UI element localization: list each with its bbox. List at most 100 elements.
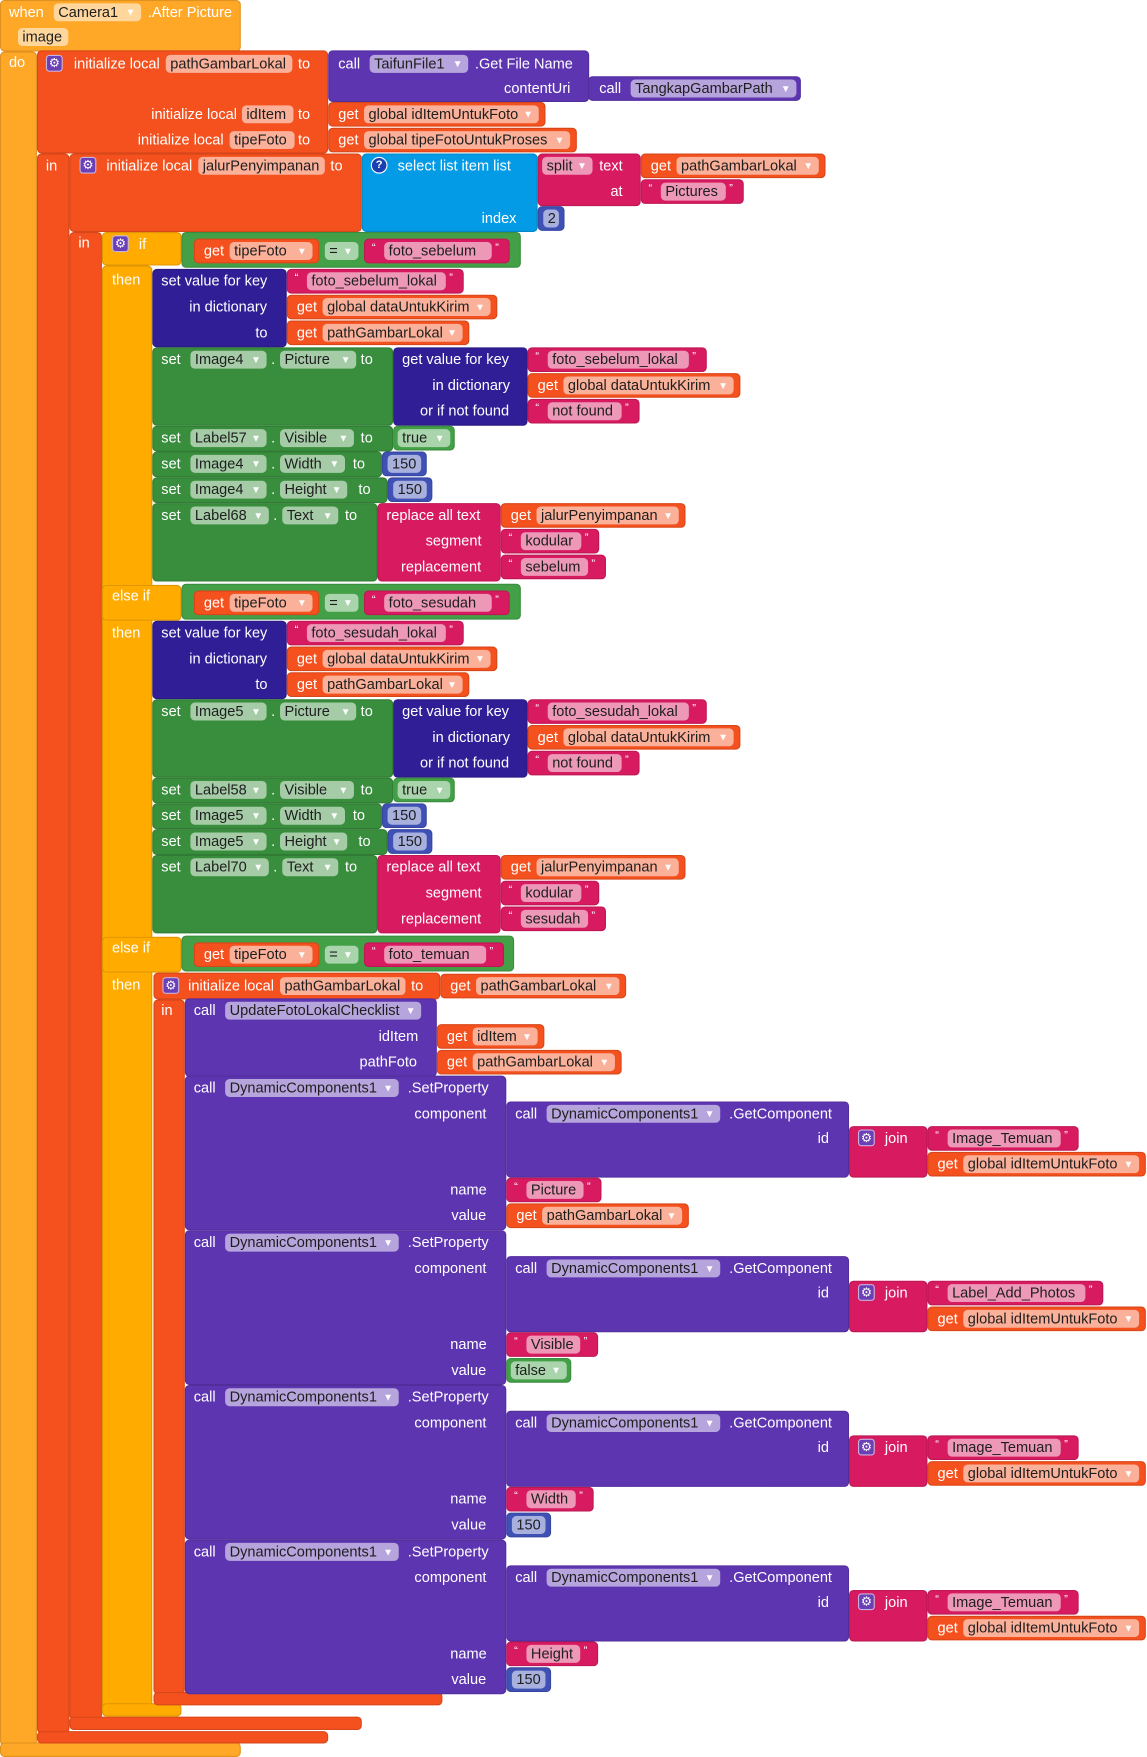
- set-width-block[interactable]: [152, 451, 382, 478]
- dropdown-arrow-icon[interactable]: ▼: [663, 861, 674, 873]
- dropdown-arrow-icon[interactable]: ▼: [250, 705, 261, 718]
- property-dropdown[interactable]: Height ▼: [280, 832, 348, 851]
- dropdown-arrow-icon[interactable]: ▼: [383, 1546, 394, 1558]
- event-block-arm[interactable]: [0, 51, 37, 1746]
- replace-all-text-block[interactable]: [377, 854, 501, 934]
- dropdown-arrow-icon[interactable]: ▼: [1123, 1622, 1134, 1634]
- component-dropdown[interactable]: Label68 ▼: [190, 506, 269, 525]
- gear-icon[interactable]: ⚙: [162, 977, 180, 994]
- event-block-bottom[interactable]: [0, 1742, 241, 1757]
- dropdown-arrow-icon[interactable]: ▼: [329, 458, 340, 470]
- dropdown-arrow-icon[interactable]: ▼: [331, 484, 342, 496]
- component-dropdown[interactable]: Image5 ▼: [190, 806, 267, 825]
- gear-icon[interactable]: ⚙: [857, 1284, 875, 1301]
- variable-dropdown[interactable]: global idItemUntukFoto ▼: [963, 1309, 1140, 1328]
- dropdown-arrow-icon[interactable]: ▼: [718, 379, 729, 392]
- gear-icon[interactable]: ⚙: [112, 235, 129, 253]
- property-dropdown[interactable]: Visible ▼: [280, 780, 354, 799]
- property-dropdown[interactable]: Width ▼: [280, 454, 345, 473]
- dropdown-arrow-icon[interactable]: ▼: [125, 6, 136, 18]
- set-property-call-block[interactable]: [184, 1230, 507, 1385]
- component-dropdown[interactable]: Image4 ▼: [190, 350, 267, 369]
- component-dropdown[interactable]: Image4 ▼: [190, 454, 267, 473]
- dropdown-arrow-icon[interactable]: ▼: [342, 949, 353, 961]
- dropdown-arrow-icon[interactable]: ▼: [704, 1572, 715, 1584]
- dictionary-get-value-block[interactable]: [393, 347, 528, 426]
- gear-icon[interactable]: ⚙: [857, 1129, 875, 1147]
- operator-dropdown[interactable]: = ▼: [324, 242, 359, 260]
- dictionary-set-value-block[interactable]: [152, 268, 287, 348]
- if-block-bottom[interactable]: [101, 1703, 182, 1717]
- help-icon[interactable]: ?: [370, 156, 388, 174]
- component-dropdown[interactable]: DynamicComponents1 ▼: [225, 1079, 399, 1097]
- dropdown-arrow-icon[interactable]: ▼: [331, 835, 342, 848]
- variable-dropdown[interactable]: global dataUntukKirim ▼: [322, 649, 491, 668]
- dropdown-arrow-icon[interactable]: ▼: [522, 1030, 533, 1043]
- dropdown-arrow-icon[interactable]: ▼: [250, 784, 261, 796]
- property-dropdown[interactable]: Picture ▼: [280, 350, 357, 369]
- dropdown-arrow-icon[interactable]: ▼: [383, 1237, 394, 1249]
- replace-all-text-block[interactable]: [377, 503, 501, 582]
- if-block-arm[interactable]: [101, 265, 153, 1712]
- variable-dropdown[interactable]: tipeFoto ▼: [229, 945, 313, 964]
- dropdown-arrow-icon[interactable]: ▼: [554, 134, 565, 146]
- procedure-dropdown[interactable]: UpdateFotoLokalChecklist ▼: [225, 1001, 422, 1020]
- set-width-block[interactable]: [152, 803, 382, 830]
- variable-dropdown[interactable]: global dataUntukKirim ▼: [563, 728, 734, 747]
- property-dropdown[interactable]: Visible ▼: [280, 429, 354, 448]
- dropdown-arrow-icon[interactable]: ▼: [296, 949, 307, 961]
- dropdown-arrow-icon[interactable]: ▼: [250, 810, 261, 822]
- component-dropdown[interactable]: Image5 ▼: [190, 832, 267, 851]
- boolean-dropdown[interactable]: true ▼: [397, 780, 451, 799]
- initialize-local-bottom[interactable]: [69, 1716, 362, 1731]
- dropdown-arrow-icon[interactable]: ▼: [1123, 1467, 1134, 1480]
- dropdown-arrow-icon[interactable]: ▼: [342, 245, 353, 257]
- dropdown-arrow-icon[interactable]: ▼: [447, 679, 458, 691]
- dropdown-arrow-icon[interactable]: ▼: [666, 1210, 677, 1222]
- dropdown-arrow-icon[interactable]: ▼: [329, 810, 340, 822]
- dictionary-set-value-block[interactable]: [152, 620, 287, 700]
- else-if-section[interactable]: [101, 936, 182, 973]
- component-dropdown[interactable]: DynamicComponents1 ▼: [546, 1568, 721, 1587]
- variable-dropdown[interactable]: pathGambarLokal ▼: [542, 1206, 683, 1225]
- dropdown-arrow-icon[interactable]: ▼: [250, 432, 261, 444]
- operator-dropdown[interactable]: = ▼: [324, 593, 359, 612]
- component-dropdown[interactable]: DynamicComponents1 ▼: [225, 1542, 399, 1561]
- variable-dropdown[interactable]: global idItemUntukFoto ▼: [963, 1619, 1140, 1638]
- dropdown-arrow-icon[interactable]: ▼: [1123, 1158, 1134, 1170]
- component-dropdown[interactable]: DynamicComponents1 ▼: [546, 1259, 721, 1278]
- dropdown-arrow-icon[interactable]: ▼: [342, 597, 353, 609]
- variable-dropdown[interactable]: global idItemUntukFoto ▼: [963, 1155, 1140, 1174]
- dropdown-arrow-icon[interactable]: ▼: [340, 705, 351, 718]
- variable-dropdown[interactable]: tipeFoto ▼: [229, 242, 313, 260]
- variable-dropdown[interactable]: global idItemUntukFoto ▼: [963, 1464, 1140, 1483]
- variable-dropdown[interactable]: global idItemUntukFoto ▼: [364, 105, 539, 124]
- dropdown-arrow-icon[interactable]: ▼: [434, 784, 445, 796]
- dropdown-arrow-icon[interactable]: ▼: [253, 861, 264, 873]
- variable-dropdown[interactable]: tipeFoto ▼: [229, 593, 313, 612]
- component-dropdown[interactable]: DynamicComponents1 ▼: [225, 1388, 399, 1407]
- variable-dropdown[interactable]: global dataUntukKirim ▼: [563, 376, 734, 395]
- procedure-dropdown[interactable]: TangkapGambarPath ▼: [630, 79, 797, 98]
- dropdown-arrow-icon[interactable]: ▼: [253, 509, 264, 522]
- component-dropdown[interactable]: Image4 ▼: [190, 480, 267, 499]
- operator-dropdown[interactable]: = ▼: [324, 945, 359, 964]
- component-dropdown[interactable]: Label70 ▼: [190, 858, 269, 877]
- set-property-call-block[interactable]: [184, 1539, 507, 1695]
- dropdown-arrow-icon[interactable]: ▼: [576, 160, 587, 172]
- variable-dropdown[interactable]: global dataUntukKirim ▼: [322, 298, 491, 316]
- dropdown-arrow-icon[interactable]: ▼: [383, 1391, 394, 1403]
- dropdown-arrow-icon[interactable]: ▼: [250, 354, 261, 366]
- dropdown-arrow-icon[interactable]: ▼: [663, 509, 674, 522]
- component-dropdown[interactable]: Camera1 ▼: [53, 3, 142, 22]
- property-dropdown[interactable]: Picture ▼: [280, 702, 357, 721]
- variable-dropdown[interactable]: pathGambarLokal ▼: [476, 977, 620, 996]
- initialize-local-arm[interactable]: [69, 231, 102, 1720]
- else-if-section[interactable]: [101, 584, 182, 621]
- initialize-local-bottom[interactable]: [36, 1731, 329, 1744]
- dropdown-arrow-icon[interactable]: ▼: [704, 1417, 715, 1429]
- dropdown-arrow-icon[interactable]: ▼: [338, 432, 349, 444]
- dropdown-arrow-icon[interactable]: ▼: [322, 509, 333, 522]
- initialize-local-arm[interactable]: [36, 153, 70, 1734]
